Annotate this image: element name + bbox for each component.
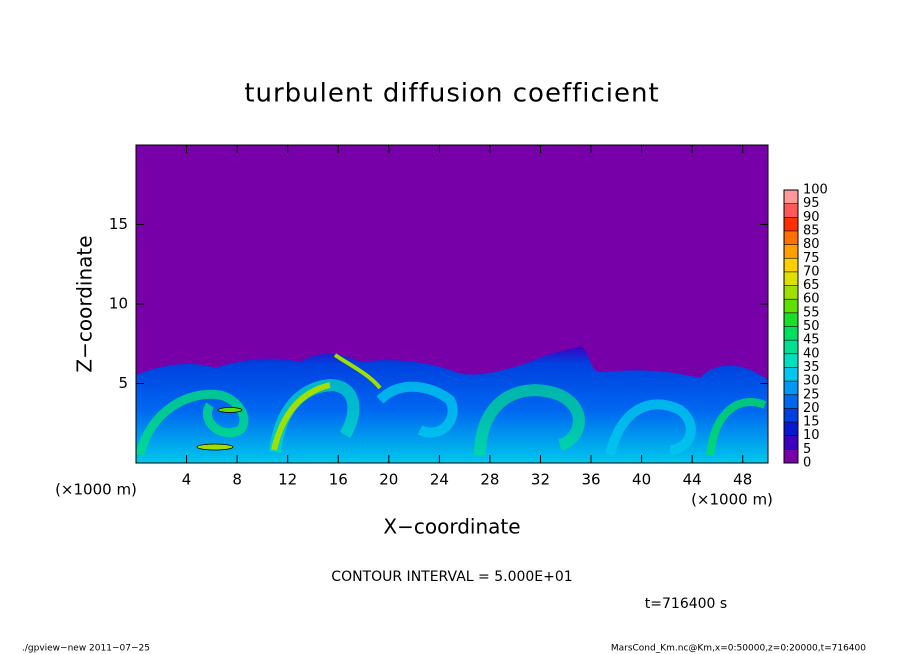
field: [135, 145, 768, 463]
x-tick-label: 16: [329, 471, 348, 489]
colorbar-label: 45: [803, 333, 820, 348]
colorbar-bin: [784, 285, 798, 300]
colorbar-label: 30: [803, 374, 820, 389]
colorbar-bin: [784, 394, 798, 409]
x-tick-label: 36: [581, 471, 600, 489]
contour: [217, 407, 243, 413]
colorbar-bin: [784, 217, 798, 231]
colorbar-label: 95: [803, 196, 820, 211]
x-tick-label: 4: [182, 471, 192, 489]
x-tick-label: 8: [232, 471, 242, 489]
colorbar-label: 70: [803, 264, 820, 279]
x-tick-label: 40: [632, 471, 651, 489]
colorbar-label: 15: [803, 415, 820, 430]
footer-right: MarsCond_Km.nc@Km,x=0:50000,z=0:20000,t=…: [611, 644, 866, 654]
x-tick-label: 44: [683, 471, 702, 489]
colorbar-bin: [784, 449, 798, 463]
x-unit: (×1000 m): [691, 491, 773, 509]
colorbar-label: 75: [803, 251, 820, 266]
colorbar-label: 5: [803, 442, 811, 457]
colorbar-label: 100: [803, 183, 828, 198]
y-tick-label: 10: [109, 295, 128, 313]
swirl: [333, 353, 382, 390]
y-tick-label: 15: [109, 215, 128, 233]
colorbar-bin: [784, 340, 798, 354]
colorbar-label: 60: [803, 292, 820, 307]
swirl: [271, 382, 331, 451]
y-unit: (×1000 m): [55, 481, 137, 499]
colorbar-bin: [784, 190, 798, 204]
colorbar-bin: [784, 244, 798, 259]
colorbar-bin: [784, 435, 798, 450]
swirl: [706, 398, 767, 456]
colorbar-label: 25: [803, 387, 820, 402]
colorbar-bin: [784, 381, 798, 395]
colorbar-label: 65: [803, 278, 820, 293]
colorbar-bin: [784, 258, 798, 272]
time-label: t=716400 s: [645, 596, 727, 612]
colorbar-bin: [784, 299, 798, 313]
colorbar-label: 35: [803, 360, 820, 375]
x-axis-label: X−coordinate: [383, 515, 520, 539]
swirl: [376, 381, 458, 438]
colorbar-label: 85: [803, 223, 820, 238]
colorbar-bin: [784, 367, 798, 382]
colorbar-bin: [784, 408, 798, 423]
colorbar-label: 10: [803, 428, 820, 443]
x-tick-label: 12: [278, 471, 297, 489]
colorbar-bin: [784, 271, 798, 286]
colorbar-bin: [784, 353, 798, 368]
x-tick-label: 48: [733, 471, 752, 489]
swirl: [605, 399, 696, 457]
footer-left: ./gpview−new 2011−07−25: [22, 644, 150, 654]
swirl: [474, 384, 585, 456]
colorbar-label: 55: [803, 305, 820, 320]
x-tick-label: 28: [480, 471, 499, 489]
colorbar-bin: [784, 422, 798, 436]
y-tick-label: 5: [118, 374, 128, 392]
colorbar-label: 80: [803, 237, 820, 252]
colorbar-bin: [784, 326, 798, 341]
colorbar-label: 20: [803, 401, 820, 416]
colorbar-bin: [784, 230, 798, 245]
colorbar-bin: [784, 312, 798, 327]
contour: [196, 443, 234, 451]
contour-note: CONTOUR INTERVAL = 5.000E+01: [331, 569, 572, 585]
x-tick-label: 20: [379, 471, 398, 489]
colorbar-label: 50: [803, 319, 820, 334]
x-tick-label: 24: [430, 471, 449, 489]
y-axis-label: Z−coordinate: [73, 235, 97, 372]
colorbar-label: 90: [803, 210, 820, 225]
x-tick-label: 32: [531, 471, 550, 489]
chart-title: turbulent diffusion coefficient: [244, 79, 659, 109]
swirl: [135, 389, 249, 457]
colorbar-bin: [784, 203, 798, 218]
colorbar-label: 40: [803, 346, 820, 361]
colorbar-label: 0: [803, 456, 811, 471]
